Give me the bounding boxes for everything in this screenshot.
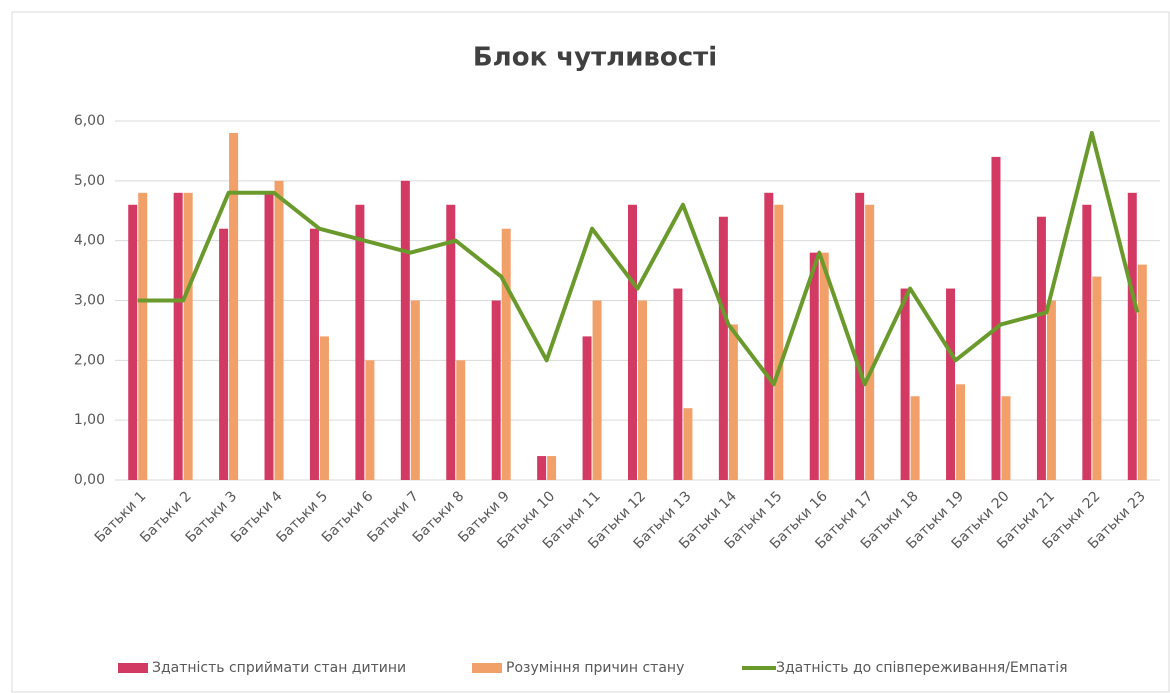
bar [1092, 276, 1102, 480]
bar [410, 300, 420, 480]
legend-marker [118, 663, 148, 673]
y-tick-label: 1,00 [74, 412, 105, 428]
y-tick-label: 2,00 [74, 352, 105, 368]
bar [183, 192, 193, 481]
bar [728, 324, 738, 480]
y-tick-label: 0,00 [74, 472, 105, 488]
bar [355, 204, 365, 480]
chart-title: Блок чутливості [473, 43, 717, 73]
bar [628, 204, 637, 480]
bar [819, 252, 829, 480]
bar [991, 156, 1001, 480]
bar [547, 456, 557, 480]
bar [138, 192, 148, 481]
bar [229, 132, 239, 480]
bar [673, 288, 683, 480]
legend-label: Розуміння причин стану [506, 660, 684, 676]
bar [946, 288, 956, 480]
bar [582, 336, 592, 480]
bar [683, 408, 693, 480]
bar [900, 288, 910, 480]
bar [855, 192, 865, 481]
y-tick-label: 4,00 [74, 233, 105, 249]
bar [764, 192, 774, 481]
bar [264, 192, 274, 481]
bar [219, 228, 229, 480]
bar [1001, 396, 1011, 480]
y-tick-label: 3,00 [74, 293, 105, 309]
bar [956, 384, 966, 480]
bar [365, 360, 375, 480]
bar [592, 300, 602, 480]
bar [446, 204, 456, 480]
bar [319, 336, 329, 480]
legend-label: Здатність сприймати стан дитини [152, 660, 406, 676]
bar [1137, 264, 1147, 480]
bar [128, 204, 138, 480]
bar [1036, 216, 1046, 480]
bar [865, 204, 875, 480]
bar [537, 456, 547, 480]
y-tick-label: 6,00 [74, 113, 105, 129]
y-tick-label: 5,00 [74, 173, 105, 189]
bar [456, 360, 466, 480]
bar [274, 180, 284, 481]
legend-label: Здатність до співпереживання/Емпатія [776, 660, 1068, 676]
bar [501, 228, 511, 480]
bar [910, 396, 920, 480]
legend-marker [472, 663, 502, 673]
bar [173, 192, 183, 481]
bar [1046, 300, 1056, 480]
line-series [137, 130, 1140, 387]
bar [1082, 204, 1092, 480]
bar [309, 228, 319, 480]
bar [400, 180, 410, 481]
bar [774, 204, 784, 480]
bar [718, 216, 728, 480]
bar [638, 300, 647, 480]
bar [491, 300, 501, 480]
bar [1127, 192, 1137, 481]
bar [809, 252, 819, 480]
